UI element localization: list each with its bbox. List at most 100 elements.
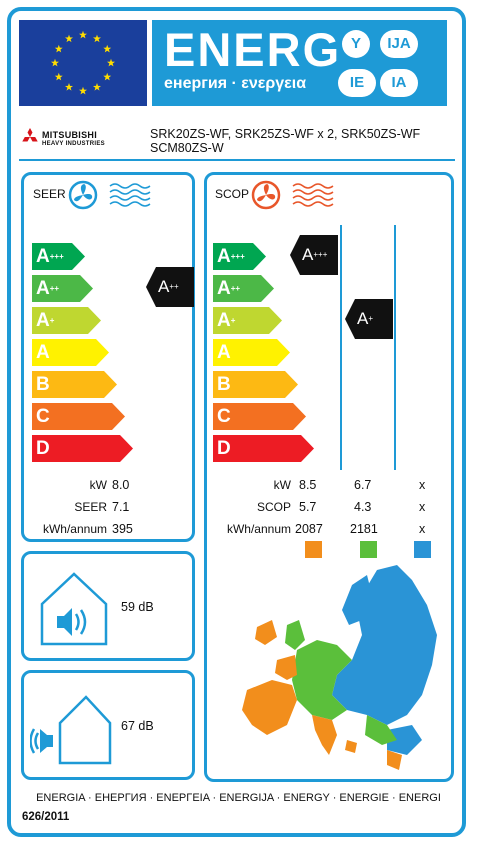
cold-air-waves-icon xyxy=(109,183,151,207)
seer-class-arrow: D xyxy=(32,435,133,462)
scop-title: SCOP xyxy=(215,187,250,201)
scop-warmer-scop: 5.7 xyxy=(299,500,317,514)
energ-subtitle: енергия · ενεργεια xyxy=(164,75,307,92)
eu-star-icon xyxy=(107,58,115,67)
scop-class-arrow: D xyxy=(213,435,314,462)
lang-code-y: Y xyxy=(342,30,370,58)
warm-air-waves-icon xyxy=(292,183,334,207)
seer-row-label-seer: SEER xyxy=(74,500,107,514)
warmer-zone-swatch xyxy=(305,541,322,558)
seer-class-label: B xyxy=(36,374,50,395)
energ-title: ENERG xyxy=(164,23,342,76)
lang-code-ija: IJA xyxy=(380,30,418,58)
seer-class-arrow: B xyxy=(32,371,117,398)
scop-average-kw: 6.7 xyxy=(354,478,372,492)
scop-average-scop: 4.3 xyxy=(354,500,372,514)
seer-rating-indicator: A++ xyxy=(146,267,194,307)
seer-class-label: A++ xyxy=(36,278,60,299)
model-line-2: SCM80ZS-W xyxy=(150,141,224,155)
scop-colder-kwh: x xyxy=(419,522,426,536)
seer-row-label-kw: kW xyxy=(89,478,107,492)
scop-column-divider-1 xyxy=(340,225,342,470)
lang-code-ie: IE xyxy=(338,69,376,97)
eu-star-icon xyxy=(79,30,87,39)
eu-star-icon xyxy=(65,34,73,43)
seer-kwh-value: 395 xyxy=(112,522,133,536)
seer-class-arrow: A++ xyxy=(32,275,93,302)
scop-class-label: A+ xyxy=(217,310,236,331)
seer-panel: SEER A+++ A++ A+ A B C D A++ kW 8.0 SEER 7.1 k… xyxy=(21,172,195,542)
seer-class-label: A xyxy=(36,342,50,363)
eu-star-icon xyxy=(103,72,112,81)
outdoor-unit-house-icon xyxy=(30,695,112,765)
indoor-noise-panel: 59 dB xyxy=(21,551,195,661)
scop-class-arrow: A++ xyxy=(213,275,274,302)
scop-warmer-kwh: 2087 xyxy=(295,522,323,536)
scop-average-rating-label: A+ xyxy=(357,309,374,328)
eu-star-icon xyxy=(65,83,73,91)
scop-colder-scop: x xyxy=(419,500,426,514)
seer-class-label: A+++ xyxy=(36,246,64,267)
scop-warmer-rating-indicator: A+++ xyxy=(290,235,338,275)
seer-class-arrow: A+++ xyxy=(32,243,85,270)
regulation-number: 626/2011 xyxy=(22,811,70,823)
outdoor-noise-panel: 67 dB xyxy=(21,670,195,780)
eu-star-icon xyxy=(54,44,63,53)
scop-row-label-scop: SCOP xyxy=(256,500,291,514)
scop-warmer-rating-label: A+++ xyxy=(302,245,328,264)
scop-class-arrow: A+ xyxy=(213,307,282,334)
eu-star-icon xyxy=(103,44,112,53)
seer-kw-value: 8.0 xyxy=(112,478,130,492)
lang-code-ia: IA xyxy=(380,69,418,97)
colder-zone-swatch xyxy=(414,541,431,558)
scop-row-label-kwh: kWh/annum xyxy=(226,522,291,536)
indoor-unit-house-icon xyxy=(40,572,108,646)
seer-class-arrow: A xyxy=(32,339,109,366)
eu-stars-icon xyxy=(51,30,115,95)
scop-panel: SCOP A+++ A++ A+ A B C D A+++ A+ kW SCOP kWh/a… xyxy=(204,172,454,782)
seer-class-arrow: A+ xyxy=(32,307,101,334)
scop-average-rating-indicator: A+ xyxy=(345,299,393,339)
scop-colder-kw: x xyxy=(419,478,426,492)
brand-name: MITSUBISHI xyxy=(42,130,98,140)
seer-rating-label: A++ xyxy=(158,277,179,296)
footer-languages: ENERGIA · ЕНЕРГИЯ · ΕΝΕΡΓΕΙΑ · ENERGIJA … xyxy=(36,792,441,804)
seer-title: SEER xyxy=(33,187,66,201)
cooling-fan-icon xyxy=(68,180,98,210)
outdoor-noise-value: 67 dB xyxy=(121,719,154,733)
eu-star-icon xyxy=(51,58,59,67)
eu-star-icon xyxy=(93,83,101,91)
eu-star-icon xyxy=(54,72,63,81)
scop-class-arrow: A+++ xyxy=(213,243,266,270)
scop-class-arrow: A xyxy=(213,339,290,366)
mitsubishi-logo-icon xyxy=(22,128,38,142)
scop-class-label: B xyxy=(217,374,231,395)
heating-fan-icon xyxy=(251,180,281,210)
model-names: SRK20ZS-WF, SRK25ZS-WF x 2, SRK50ZS-WF S… xyxy=(150,127,420,155)
seer-class-label: D xyxy=(36,438,50,459)
eu-star-icon xyxy=(79,86,87,95)
scop-class-arrow: B xyxy=(213,371,298,398)
scop-column-divider-2 xyxy=(394,225,396,470)
model-line-1: SRK20ZS-WF, SRK25ZS-WF x 2, SRK50ZS-WF xyxy=(150,127,421,141)
scop-row-label-kw: kW xyxy=(273,478,291,492)
scop-class-label: A+++ xyxy=(217,246,245,267)
eu-star-icon xyxy=(93,34,101,43)
europe-climate-zone-map xyxy=(242,565,437,770)
scop-class-label: A++ xyxy=(217,278,241,299)
eu-flag xyxy=(19,20,147,106)
scop-warmer-kw: 8.5 xyxy=(299,478,317,492)
scop-class-label: A xyxy=(217,342,231,363)
scop-class-arrow: C xyxy=(213,403,306,430)
seer-class-label: C xyxy=(36,406,50,427)
indoor-noise-value: 59 dB xyxy=(121,600,154,614)
header-divider xyxy=(19,159,455,161)
scop-average-kwh: 2181 xyxy=(350,522,378,536)
seer-seer-value: 7.1 xyxy=(112,500,130,514)
average-zone-swatch xyxy=(360,541,377,558)
scop-class-label: D xyxy=(217,438,231,459)
energy-header: ENERG енергия · ενεργεια Y IJA IE IA xyxy=(152,20,447,106)
brand-subtitle: HEAVY INDUSTRIES xyxy=(42,141,105,147)
seer-class-label: A+ xyxy=(36,310,55,331)
scop-class-label: C xyxy=(217,406,231,427)
